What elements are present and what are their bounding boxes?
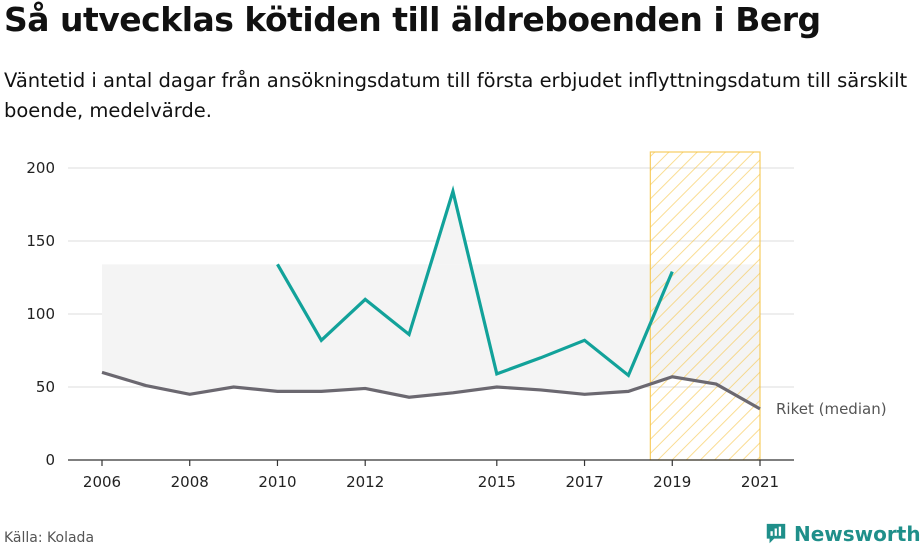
highlight-region bbox=[649, 151, 761, 461]
x-tick-label-2006: 2006 bbox=[83, 473, 121, 491]
highlight-layer bbox=[649, 151, 761, 461]
logo-text: Newsworthy bbox=[794, 522, 920, 546]
chart-title: Så utvecklas kötiden till äldreboenden i… bbox=[4, 0, 821, 39]
source-note: Källa: Kolada bbox=[4, 530, 95, 546]
newsworthy-logo-icon bbox=[766, 523, 786, 544]
series-line-riket bbox=[101, 370, 761, 411]
y-tick-label-200: 200 bbox=[26, 159, 55, 177]
series-line-berg bbox=[276, 185, 674, 378]
x-tick-label-2019: 2019 bbox=[653, 473, 691, 491]
series-layer: Riket (median) bbox=[101, 185, 887, 418]
x-tick-label-2010: 2010 bbox=[258, 473, 296, 491]
x-tick-label-2012: 2012 bbox=[346, 473, 384, 491]
y-tick-label-150: 150 bbox=[26, 232, 55, 250]
range-band-layer bbox=[102, 191, 760, 409]
berg-area bbox=[277, 191, 673, 376]
chart-subtitle: Väntetid i antal dagar från ansökningsda… bbox=[4, 69, 908, 122]
x-tick-label-2021: 2021 bbox=[741, 473, 779, 491]
y-tick-label-100: 100 bbox=[26, 305, 55, 323]
axis-layer: 0 50 100 150 200 2006 2008 2010 2012 2015 2017 2019… bbox=[26, 159, 794, 491]
series-label-riket: Riket (median) bbox=[776, 400, 887, 418]
x-tick-label-2015: 2015 bbox=[478, 473, 516, 491]
newsworthy-logo[interactable]: Newsworthy bbox=[764, 520, 920, 548]
x-tick-label-2017: 2017 bbox=[565, 473, 603, 491]
y-tick-label-50: 50 bbox=[36, 378, 55, 396]
y-tick-label-0: 0 bbox=[45, 451, 55, 469]
x-tick-label-2008: 2008 bbox=[171, 473, 209, 491]
